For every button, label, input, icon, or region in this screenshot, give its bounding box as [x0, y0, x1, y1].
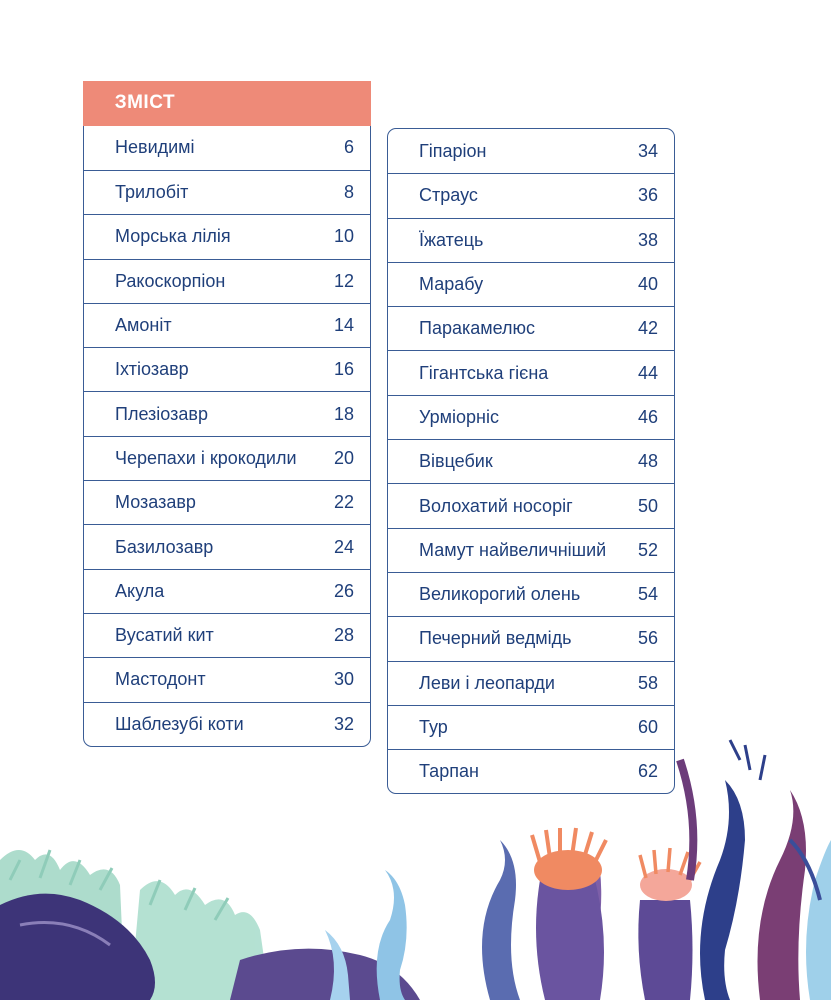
toc-row[interactable]: Шаблезубі коти 32 — [84, 701, 370, 746]
toc-entry-title: Акула — [115, 580, 165, 601]
toc-page-number: 22 — [333, 492, 354, 513]
toc-row[interactable]: Ракоскорпіон 12 — [84, 258, 370, 303]
toc-page-number: 56 — [637, 628, 658, 649]
toc-entry-title: Гігантська гієна — [419, 362, 549, 383]
toc-entry-title: Мастодонт — [115, 669, 206, 690]
toc-page-number: 40 — [637, 274, 658, 295]
toc-page-number: 32 — [333, 713, 354, 734]
toc-entry-title: Вусатий кит — [115, 625, 214, 646]
toc-entry-title: Вівцебик — [419, 451, 493, 472]
toc-page-number: 58 — [637, 672, 658, 693]
toc-entry-title: Гіпаріон — [419, 140, 487, 161]
toc-entry-title: Тарпан — [419, 761, 479, 782]
toc-row[interactable]: Волохатий носоріг 50 — [388, 483, 674, 527]
toc-page-number: 38 — [637, 229, 658, 250]
toc-entry-title: Урміорніс — [419, 406, 499, 427]
toc-table-left: ЗМІСТ Невидимі 6 Трилобіт 8 Морська лілія 10 Р… — [82, 80, 372, 747]
toc-row[interactable]: Трилобіт 8 — [84, 170, 370, 214]
toc-entry-title: Плезіозавр — [115, 403, 208, 424]
toc-page-number: 14 — [333, 315, 354, 336]
toc-row[interactable]: Тур 60 — [388, 704, 674, 749]
toc-entry-title: Трилобіт — [115, 182, 189, 203]
toc-row[interactable]: Леви і леопарди 58 — [388, 660, 674, 705]
toc-entry-title: Великорогий олень — [419, 584, 581, 605]
toc-page-number: 44 — [637, 362, 658, 383]
toc-row[interactable]: Їжатець 38 — [388, 217, 674, 262]
toc-page-number: 52 — [637, 539, 658, 560]
toc-table-right: Гіпаріон 34 Страус 36 Їжатець 38 Марабу 40 Парак… — [387, 128, 675, 795]
toc-page-number: 54 — [637, 584, 658, 605]
toc-entry-title: Волохатий носоріг — [419, 495, 573, 516]
toc-page-number: 28 — [333, 625, 354, 646]
toc-row[interactable]: Амоніт 14 — [84, 302, 370, 347]
sea-anemone-icon — [530, 827, 702, 1000]
toc-row[interactable]: Гіпаріон 34 — [388, 129, 674, 173]
rock-icon — [0, 893, 155, 1000]
toc-row[interactable]: Великорогий олень 54 — [388, 571, 674, 616]
toc-row[interactable]: Черепахи і крокодили 20 — [84, 435, 370, 480]
toc-page-number: 42 — [637, 318, 658, 339]
toc-row[interactable]: Мамут найвеличніший 52 — [388, 527, 674, 572]
toc-row[interactable]: Печерний ведмідь 56 — [388, 616, 674, 660]
toc-entry-title: Тур — [419, 717, 448, 737]
toc-row[interactable]: Іхтіозавр 16 — [84, 347, 370, 391]
toc-entry-title: Страус — [419, 185, 478, 206]
toc-entry-title: Печерний ведмідь — [419, 628, 572, 649]
toc-entry-title: Марабу — [419, 274, 484, 295]
toc-page-number: 6 — [343, 137, 354, 158]
toc-row[interactable]: Акула 26 — [84, 568, 370, 613]
toc-entry-title: Ракоскорпіон — [115, 270, 226, 291]
toc-entry-title: Леви і леопарди — [419, 672, 555, 693]
toc-entry-title: Паракамелюс — [419, 318, 536, 339]
coral-icon — [0, 849, 270, 1000]
seaweed-icon — [376, 870, 407, 1000]
toc-entry-title: Мозазавр — [115, 492, 196, 513]
toc-row[interactable]: Гігантська гієна 44 — [388, 350, 674, 394]
toc-entry-title: Їжатець — [419, 229, 484, 250]
toc-page-number: 30 — [333, 669, 354, 690]
toc-list-right: Гіпаріон 34 Страус 36 Їжатець 38 Марабу 40 Парак… — [388, 129, 674, 793]
toc-row[interactable]: Мозазавр 22 — [84, 480, 370, 524]
toc-page-number: 18 — [333, 403, 354, 424]
toc-page-number: 24 — [333, 536, 354, 557]
toc-page-number: 60 — [637, 717, 658, 737]
toc-row[interactable]: Марабу 40 — [388, 261, 674, 306]
toc-row[interactable]: Морська лілія 10 — [84, 214, 370, 258]
toc-row[interactable]: Вівцебик 48 — [388, 439, 674, 483]
toc-list-left: Невидимі 6 Трилобіт 8 Морська лілія 10 Ракоско… — [84, 126, 370, 746]
toc-row[interactable]: Базилозавр 24 — [84, 524, 370, 568]
toc-row[interactable]: Страус 36 — [388, 173, 674, 217]
toc-entry-title: Шаблезубі коти — [115, 713, 244, 734]
toc-page-number: 34 — [637, 140, 658, 161]
toc-page-number: 12 — [333, 270, 354, 291]
toc-row[interactable]: Паракамелюс 42 — [388, 306, 674, 350]
toc-entry-title: Амоніт — [115, 315, 172, 336]
toc-entry-title: Іхтіозавр — [115, 359, 189, 380]
toc-page-number: 10 — [333, 226, 354, 247]
toc-row[interactable]: Плезіозавр 18 — [84, 391, 370, 435]
toc-entry-title: Базилозавр — [115, 536, 214, 557]
toc-row[interactable]: Невидимі 6 — [84, 126, 370, 170]
toc-entry-title: Морська лілія — [115, 226, 231, 247]
toc-entry-title: Черепахи і крокодили — [115, 447, 297, 468]
toc-page-number: 16 — [333, 359, 354, 380]
toc-row[interactable]: Тарпан 62 — [388, 749, 674, 793]
toc-page-number: 50 — [637, 495, 658, 516]
toc-page-number: 48 — [637, 451, 658, 472]
toc-entry-title: Мамут найвеличніший — [419, 539, 607, 560]
toc-row[interactable]: Мастодонт 30 — [84, 657, 370, 701]
toc-entry-title: Невидимі — [115, 137, 195, 158]
toc-title: ЗМІСТ — [82, 80, 372, 126]
toc-page-number: 20 — [333, 447, 354, 468]
toc-row[interactable]: Урміорніс 46 — [388, 394, 674, 439]
toc-page-number: 46 — [637, 406, 658, 427]
toc-page-number: 36 — [637, 185, 658, 206]
toc-page-number: 8 — [343, 182, 354, 203]
toc-row[interactable]: Вусатий кит 28 — [84, 612, 370, 657]
toc-page-number: 62 — [637, 761, 658, 782]
toc-page-number: 26 — [333, 580, 354, 601]
